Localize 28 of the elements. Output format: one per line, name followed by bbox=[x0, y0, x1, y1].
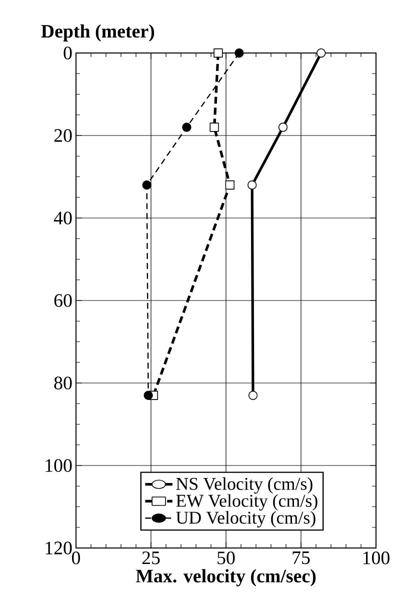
y-axis-title: Depth (meter) bbox=[41, 24, 154, 42]
x-axis-title: Max. velocity (cm/sec) bbox=[136, 569, 316, 586]
point bbox=[248, 390, 258, 400]
legend-label: NS Velocity (cm/s) bbox=[176, 477, 312, 494]
legend-label: UD Velocity (cm/s) bbox=[176, 511, 316, 528]
x-tick-label: 25 bbox=[142, 552, 160, 564]
legend-label: EW Velocity (cm/s) bbox=[176, 494, 318, 511]
y-tick-label: 80 bbox=[54, 376, 72, 390]
y-tick-label: 0 bbox=[64, 46, 72, 60]
x-tick-label: 100 bbox=[363, 552, 390, 564]
point bbox=[225, 180, 234, 190]
y-tick-label: 120 bbox=[46, 542, 72, 554]
point bbox=[214, 48, 223, 58]
x-tick-label: 0 bbox=[72, 552, 80, 564]
x-tick-label: 50 bbox=[218, 552, 235, 564]
x-tick-label: 75 bbox=[292, 552, 310, 564]
point bbox=[210, 122, 219, 132]
y-tick-label: 40 bbox=[54, 212, 72, 224]
point bbox=[278, 122, 288, 132]
point bbox=[142, 180, 152, 190]
y-tick-label: 20 bbox=[54, 129, 72, 142]
point bbox=[234, 48, 244, 58]
point bbox=[248, 180, 257, 190]
y-tick-label: 60 bbox=[54, 294, 72, 307]
point bbox=[144, 390, 153, 400]
point bbox=[182, 122, 192, 132]
point bbox=[316, 48, 326, 58]
y-tick-label: 100 bbox=[46, 459, 72, 472]
